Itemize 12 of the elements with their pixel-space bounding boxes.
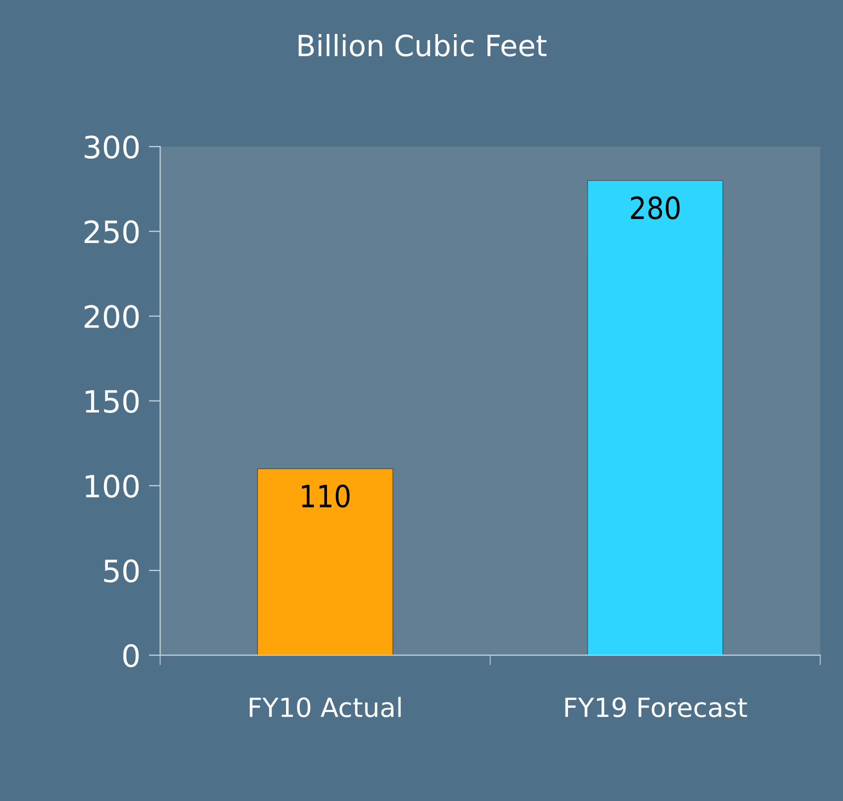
x-tick-label: FY10 Actual [250, 696, 401, 718]
y-tick-label: 200 [84, 305, 139, 328]
y-tick-label: 0 [123, 644, 139, 668]
y-tick-label: 50 [104, 559, 139, 582]
y-tick-label: 100 [86, 474, 139, 498]
y-tick-label: 250 [84, 220, 139, 244]
y-tick-label: 150 [86, 390, 139, 413]
data-label: 280 [631, 196, 680, 220]
x-tick-label: FY19 Forecast [565, 697, 748, 718]
data-label: 110 [302, 484, 350, 508]
chart-title: Billion Cubic Feet [298, 34, 546, 57]
y-tick-label: 300 [84, 136, 139, 159]
